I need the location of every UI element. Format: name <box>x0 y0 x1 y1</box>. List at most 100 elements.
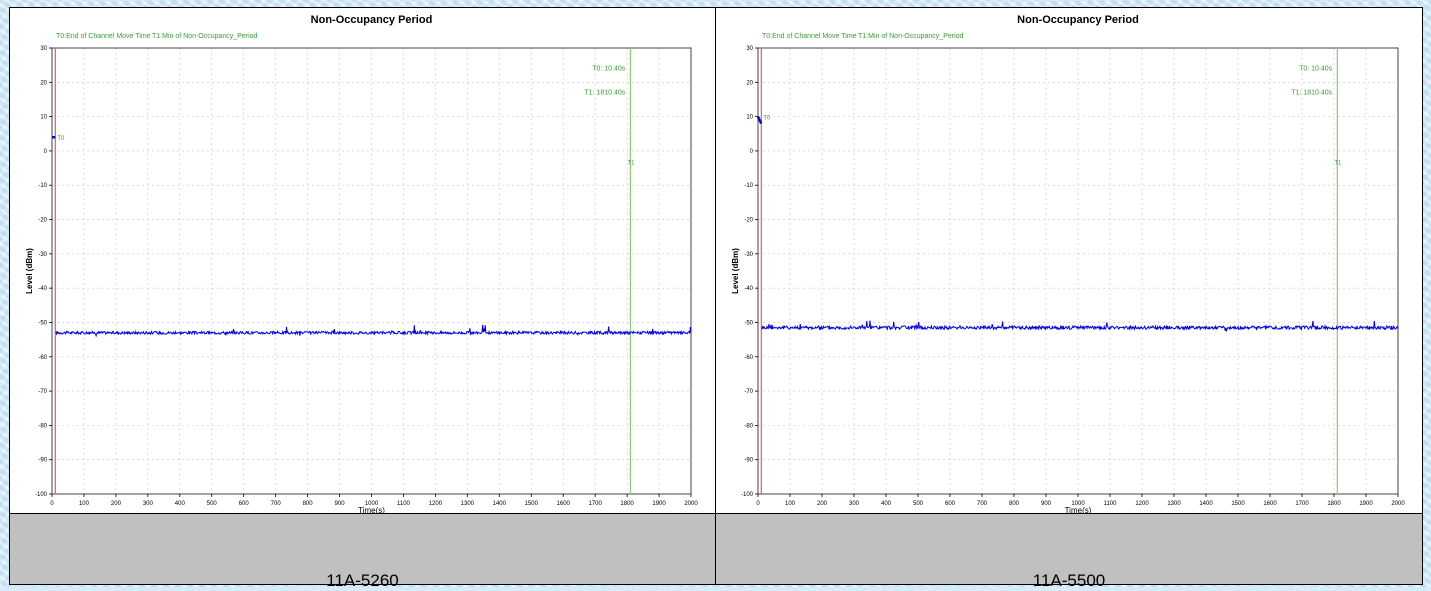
y-tick-label: -10 <box>744 183 753 189</box>
chart-panel-left: Non-Occupancy Period T0:End of Channel Mo… <box>9 7 716 590</box>
level-vs-time-chart: Non-Occupancy Period T0:End of Channel Mo… <box>716 8 1422 513</box>
x-tick-label: 1500 <box>525 501 539 507</box>
level-vs-time-chart: Non-Occupancy Period T0:End of Channel Mo… <box>10 8 715 513</box>
legend-t1: T1:Min of Non-Occupancy_Period <box>858 33 964 40</box>
x-tick-label: 900 <box>335 501 346 507</box>
x-tick-label: 1100 <box>1104 501 1118 507</box>
legend-t0: T0:End of Channel Move Time <box>762 33 857 40</box>
x-tick-label: 0 <box>50 501 54 507</box>
chart-title: Non-Occupancy Period <box>311 14 433 26</box>
x-tick-label: 1200 <box>429 501 443 507</box>
legend-t0: T0:End of Channel Move Time <box>56 33 151 40</box>
x-tick-label: 200 <box>817 501 828 507</box>
chart-caption: 11A-5500 <box>1032 571 1106 590</box>
x-tick-label: 1700 <box>588 501 602 507</box>
x-tick-label: 1900 <box>652 501 666 507</box>
chart-area: Non-Occupancy Period T0:End of Channel Mo… <box>10 8 715 513</box>
chart-background <box>10 8 715 513</box>
y-tick-label: -50 <box>744 320 753 326</box>
x-tick-label: 1000 <box>1071 501 1085 507</box>
x-tick-label: 100 <box>785 501 796 507</box>
y-tick-label: -100 <box>35 492 48 498</box>
y-axis-label: Level (dBm) <box>25 248 34 294</box>
y-tick-label: -100 <box>741 492 754 498</box>
y-tick-label: -20 <box>744 218 753 224</box>
y-tick-label: -80 <box>38 423 47 429</box>
x-tick-label: 1400 <box>493 501 507 507</box>
y-tick-label: 0 <box>750 149 754 155</box>
chart-title: Non-Occupancy Period <box>1017 14 1139 26</box>
x-tick-label: 300 <box>143 501 154 507</box>
annotation-t0: T0: 10.40s <box>1299 65 1333 72</box>
y-tick-label: -20 <box>38 218 47 224</box>
y-tick-label: -70 <box>38 389 47 395</box>
y-tick-label: 20 <box>40 80 47 86</box>
x-tick-label: 1900 <box>1359 501 1373 507</box>
x-tick-label: 700 <box>271 501 282 507</box>
x-tick-label: 600 <box>239 501 250 507</box>
x-tick-label: 300 <box>849 501 860 507</box>
y-tick-label: -90 <box>744 458 753 464</box>
y-tick-label: 30 <box>40 46 47 52</box>
x-tick-label: 2000 <box>684 501 698 507</box>
x-tick-label: 1800 <box>620 501 634 507</box>
series-initial-segment <box>756 116 763 125</box>
y-tick-label: 10 <box>40 115 47 121</box>
x-tick-label: 1300 <box>461 501 475 507</box>
y-tick-label: -40 <box>38 286 47 292</box>
x-tick-label: 900 <box>1041 501 1052 507</box>
x-tick-label: 400 <box>175 501 186 507</box>
y-tick-label: -10 <box>38 183 47 189</box>
y-tick-label: -60 <box>38 355 47 361</box>
chart-area: Non-Occupancy Period T0:End of Channel Mo… <box>716 8 1422 513</box>
y-tick-label: -70 <box>744 389 753 395</box>
x-tick-label: 1800 <box>1327 501 1341 507</box>
x-tick-label: 200 <box>111 501 122 507</box>
y-tick-label: -80 <box>744 423 753 429</box>
y-tick-label: -40 <box>744 286 753 292</box>
chart-background <box>716 8 1422 513</box>
x-tick-label: 500 <box>913 501 924 507</box>
x-tick-label: 400 <box>881 501 892 507</box>
caption-cell: 11A-5260 <box>10 513 715 590</box>
x-tick-label: 1600 <box>1263 501 1277 507</box>
x-tick-label: 1400 <box>1199 501 1213 507</box>
x-tick-label: 800 <box>1009 501 1020 507</box>
x-tick-label: 700 <box>977 501 988 507</box>
caption-cell: 11A-5500 <box>716 513 1422 590</box>
series-signal-line <box>761 320 1399 332</box>
y-tick-label: -50 <box>38 320 47 326</box>
y-tick-label: 20 <box>746 80 753 86</box>
y-axis-label: Level (dBm) <box>731 248 740 294</box>
x-tick-label: 100 <box>79 501 90 507</box>
x-tick-label: 1500 <box>1231 501 1245 507</box>
x-axis-label: Time(s) <box>358 506 385 513</box>
y-tick-label: 10 <box>746 115 753 121</box>
x-tick-label: 600 <box>945 501 956 507</box>
legend-t1: T1:Min of Non-Occupancy_Period <box>152 33 258 40</box>
x-tick-label: 2000 <box>1391 501 1405 507</box>
marker-label-t1: T1 <box>627 161 635 167</box>
x-tick-label: 1700 <box>1295 501 1309 507</box>
x-tick-label: 0 <box>756 501 760 507</box>
y-tick-label: -30 <box>38 252 47 258</box>
y-tick-label: 0 <box>44 149 48 155</box>
x-axis-label: Time(s) <box>1065 506 1092 513</box>
annotation-t1: T1: 1810.40s <box>584 89 625 96</box>
y-tick-label: -90 <box>38 458 47 464</box>
marker-label-t1: T1 <box>1334 161 1342 167</box>
y-tick-label: -30 <box>744 252 753 258</box>
x-tick-label: 500 <box>207 501 218 507</box>
marker-label-t0: T0 <box>57 136 65 142</box>
annotation-t1: T1: 1810.40s <box>1291 89 1332 96</box>
chart-caption: 11A-5260 <box>326 571 399 590</box>
x-tick-label: 1100 <box>397 501 411 507</box>
x-tick-label: 1300 <box>1167 501 1181 507</box>
x-tick-label: 1600 <box>557 501 571 507</box>
annotation-t0: T0: 10.40s <box>592 65 626 72</box>
marker-label-t0: T0 <box>763 116 771 122</box>
x-tick-label: 800 <box>303 501 314 507</box>
series-signal-line <box>55 324 692 338</box>
y-tick-label: -60 <box>744 355 753 361</box>
x-tick-label: 1200 <box>1135 501 1149 507</box>
